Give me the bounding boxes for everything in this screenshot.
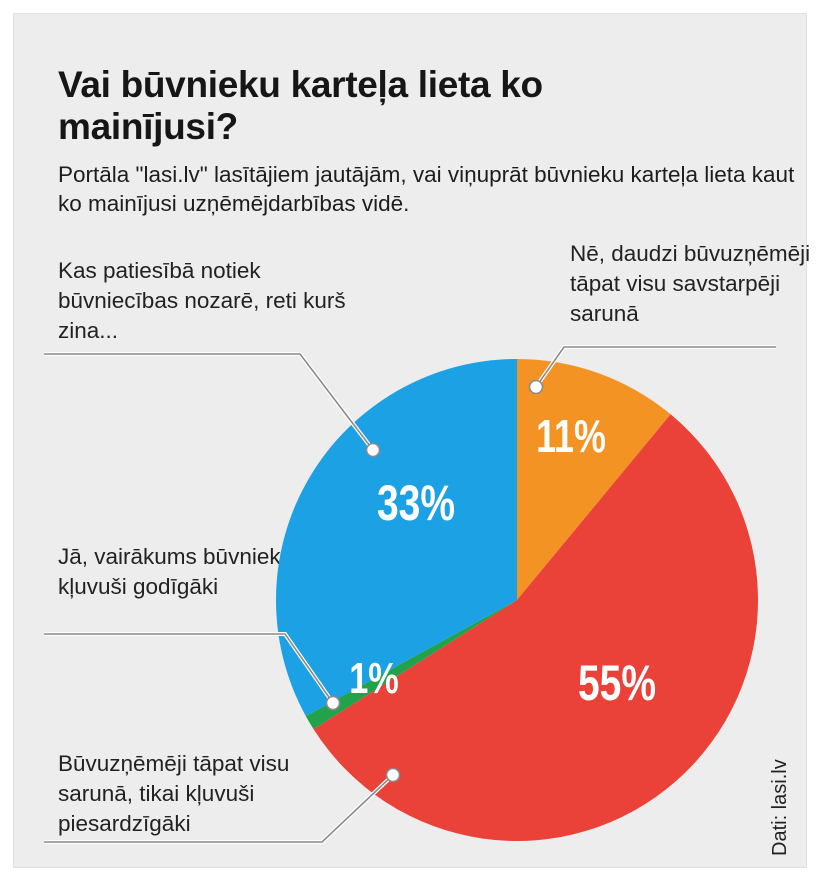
pct-label-discuss: 33% xyxy=(377,474,455,531)
leader-line-halo-careful xyxy=(44,773,395,844)
pct-label-careful: 55% xyxy=(578,654,656,711)
leader-line-careful xyxy=(44,774,394,843)
pct-label-yes: 1% xyxy=(349,654,399,703)
leader-dot-careful xyxy=(385,767,401,783)
pie-slice-discuss xyxy=(276,359,517,717)
chart-title: Vai būvnieku karteļa lieta ko mainījusi? xyxy=(58,64,543,147)
chart-subtitle: Portāla "lasi.lv" lasītājiem jautājām, v… xyxy=(58,162,795,216)
legend-label-no: Nē, daudzi būvuzņēmēji tāpat visu savsta… xyxy=(570,241,811,326)
leader-line-yes xyxy=(44,633,334,704)
pie-slice-careful xyxy=(313,414,759,842)
pct-label-no: 11% xyxy=(536,411,606,462)
pie-slice-no xyxy=(517,359,671,600)
leader-line-halo-discuss xyxy=(44,352,375,452)
legend-label-yes: Jā, vairākums būvnieku kļuvuši godīgāki xyxy=(58,544,294,599)
legend-label-careful: Būvuzņēmēji tāpat visu sarunā, tikai kļu… xyxy=(58,751,290,836)
pie-slice-yes xyxy=(305,600,517,730)
leader-dot-yes xyxy=(325,695,341,711)
leader-dot-discuss xyxy=(365,442,381,458)
leader-dot-no xyxy=(528,379,544,395)
leader-line-no xyxy=(535,346,776,388)
leader-line-discuss xyxy=(44,353,374,451)
legend-label-discuss: Kas patiesībā notiek būvniecības nozarē,… xyxy=(58,258,346,343)
